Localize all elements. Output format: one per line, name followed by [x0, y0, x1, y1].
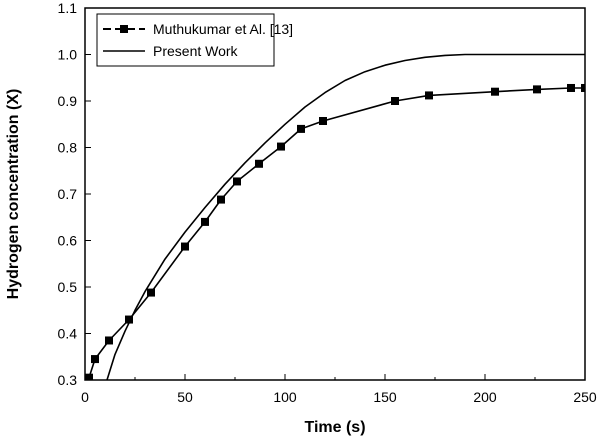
- y-tick-label: 0.8: [58, 140, 78, 156]
- x-tick-label: 200: [473, 389, 497, 405]
- y-tick-label: 0.9: [58, 93, 78, 109]
- x-axis-title: Time (s): [304, 419, 365, 436]
- series-1-line: [106, 53, 585, 380]
- y-tick-label: 0.5: [58, 279, 78, 295]
- series-0-point: [567, 83, 575, 92]
- series-0-point: [233, 177, 241, 186]
- series-0-point: [425, 91, 433, 100]
- series-0-line: [88, 87, 585, 378]
- x-tick-label: 100: [273, 389, 297, 405]
- y-tick-label: 0.3: [58, 372, 78, 388]
- legend-swatch-marker: [120, 25, 128, 33]
- series-0-point: [319, 116, 327, 125]
- x-tick-label: 150: [373, 389, 397, 405]
- legend-box: [96, 13, 275, 67]
- series-0-point: [105, 336, 113, 345]
- x-tick-label: 250: [573, 389, 597, 405]
- axis-ticks: 0 50 100 150 200 250 0.3 0.4 0.5 0.6 0.7 0.8 0.9 1.0 1…: [58, 0, 597, 405]
- y-tick-label: 0.6: [58, 233, 78, 249]
- series-0-point: [91, 355, 99, 364]
- y-tick-label: 1.1: [58, 0, 78, 16]
- legend: Muthukumar et Al. [13] Present Work: [96, 13, 293, 67]
- series-0-point: [297, 124, 305, 133]
- series-0-point: [255, 159, 263, 168]
- series-0-point: [147, 288, 155, 297]
- series-0-point: [533, 85, 541, 94]
- plot-frame: [84, 7, 586, 381]
- legend-label: Muthukumar et Al. [13]: [153, 21, 293, 37]
- legend-label: Present Work: [153, 43, 239, 59]
- series-0-point: [391, 97, 399, 105]
- y-tick-label: 0.4: [58, 326, 78, 342]
- series-0-point: [125, 315, 133, 324]
- series-0-point: [277, 142, 285, 151]
- series-layer: [85, 53, 585, 380]
- x-tick-label: 50: [177, 389, 193, 405]
- series-0-point: [491, 87, 499, 96]
- series-0-point: [201, 217, 209, 226]
- y-tick-label: 1.0: [58, 47, 78, 63]
- series-0-point: [181, 242, 189, 251]
- series-0-point: [581, 83, 585, 92]
- x-tick-label: 0: [81, 389, 89, 405]
- series-0-point: [217, 195, 225, 204]
- y-tick-label: 0.7: [58, 186, 78, 202]
- series-0-point: [85, 373, 93, 380]
- y-axis-title: Hydrogen concentration (X): [5, 89, 22, 300]
